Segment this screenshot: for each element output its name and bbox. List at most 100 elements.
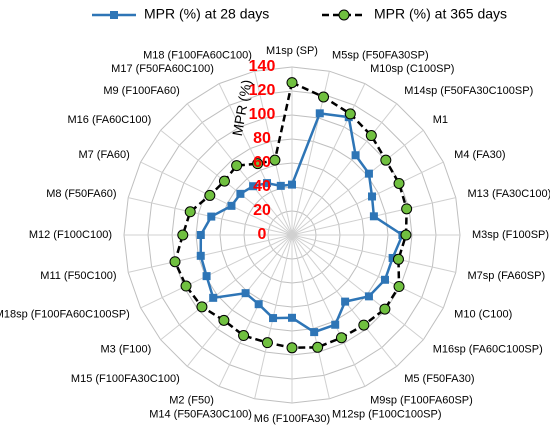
- marker: [310, 328, 319, 337]
- category-label: M16sp (FA60C100SP): [433, 344, 543, 356]
- category-label: M14 (F50FA30C100): [149, 408, 252, 420]
- marker: [227, 201, 236, 210]
- legend-marker: [110, 11, 118, 19]
- category-label: M15 (F100FA30C100): [71, 373, 180, 385]
- r-tick-label: 40: [253, 178, 271, 195]
- marker: [202, 272, 211, 281]
- marker: [180, 280, 192, 292]
- marker: [218, 314, 230, 326]
- marker: [218, 175, 230, 187]
- r-tick-label: 20: [253, 202, 271, 219]
- spoke: [291, 234, 456, 273]
- marker: [364, 292, 373, 301]
- marker: [368, 192, 377, 201]
- spoke: [140, 161, 293, 236]
- marker: [261, 337, 273, 349]
- spoke: [291, 129, 424, 236]
- marker: [388, 253, 397, 262]
- category-label: M8 (F50FA60): [46, 188, 116, 200]
- category-label: M13 (FA30C100): [467, 188, 550, 200]
- spoke: [218, 234, 293, 387]
- marker: [249, 182, 258, 191]
- marker: [196, 301, 208, 313]
- marker: [365, 130, 377, 142]
- marker: [288, 313, 296, 322]
- category-label: M3 (F100): [101, 344, 152, 356]
- marker: [393, 177, 405, 189]
- marker: [196, 231, 205, 239]
- category-label: M9 (F100FA60): [103, 85, 179, 97]
- marker: [286, 77, 298, 89]
- marker: [196, 251, 205, 260]
- spoke: [186, 234, 293, 367]
- category-label: M7sp (FA60SP): [467, 270, 545, 282]
- r-tick-label: 100: [249, 106, 276, 123]
- spoke: [254, 71, 293, 236]
- category-label: M7 (FA60): [78, 149, 129, 161]
- spoke: [291, 234, 366, 387]
- spoke: [291, 161, 444, 236]
- category-label: M16 (FA60C100): [68, 114, 152, 126]
- marker: [393, 281, 405, 293]
- marker: [358, 319, 370, 331]
- category-label: M11 (F50C100): [40, 270, 116, 282]
- legend-label: MPR (%) at 28 days: [144, 6, 269, 22]
- category-label: M12 (F100C100): [29, 229, 112, 241]
- marker: [209, 293, 218, 302]
- spoke: [160, 234, 293, 341]
- legend-marker: [338, 9, 350, 21]
- spoke: [140, 234, 293, 309]
- marker: [241, 289, 250, 298]
- marker: [341, 297, 350, 306]
- marker: [315, 109, 324, 118]
- marker: [331, 320, 340, 329]
- marker: [276, 181, 285, 190]
- marker: [364, 169, 373, 178]
- category-label: M1: [433, 114, 448, 126]
- category-label: M18sp (F100FA60C100SP): [0, 309, 130, 321]
- marker: [269, 154, 281, 166]
- spoke: [128, 234, 293, 273]
- legend-label: MPR (%) at 365 days: [374, 6, 507, 22]
- marker: [204, 189, 216, 201]
- marker: [184, 206, 196, 218]
- marker: [252, 158, 264, 170]
- category-label: M1sp (SP): [266, 45, 318, 57]
- marker: [318, 91, 330, 103]
- category-label: M17 (F50FA60C100): [111, 63, 214, 75]
- marker: [286, 342, 298, 354]
- category-label: M10 (C100): [454, 309, 512, 321]
- category-label: M5 (F50FA30): [404, 373, 474, 385]
- r-tick-label: 60: [253, 154, 271, 171]
- category-label: M10sp (C100SP): [370, 63, 454, 75]
- spoke: [291, 234, 424, 341]
- spoke: [291, 234, 330, 399]
- spoke: [291, 234, 444, 309]
- marker: [207, 212, 216, 221]
- category-label: M2 (F50): [169, 395, 214, 407]
- category-label: M4 (FA30): [454, 149, 505, 161]
- marker: [380, 154, 392, 166]
- marker: [379, 303, 391, 315]
- category-label: M6 (F100FA30): [254, 413, 330, 425]
- spoke: [291, 103, 398, 236]
- marker: [351, 151, 360, 160]
- plot: [169, 77, 413, 354]
- marker: [400, 229, 412, 241]
- marker: [254, 300, 263, 309]
- marker: [288, 180, 296, 189]
- category-label: M18 (F100FA60C100): [143, 50, 252, 62]
- category-label: M3sp (F100SP): [472, 229, 549, 241]
- category-label: M12sp (F100C100SP): [332, 408, 441, 420]
- r-tick-label: 120: [249, 82, 276, 99]
- marker: [238, 330, 250, 342]
- category-label: M14sp (F50FA30C100SP): [404, 85, 533, 97]
- marker: [380, 275, 389, 284]
- marker: [231, 160, 243, 172]
- r-tick-label: 140: [249, 58, 276, 75]
- r-tick-label: 0: [258, 226, 267, 243]
- category-label: M9sp (F100FA60SP): [370, 395, 473, 407]
- marker: [392, 253, 404, 265]
- spoke: [291, 83, 366, 236]
